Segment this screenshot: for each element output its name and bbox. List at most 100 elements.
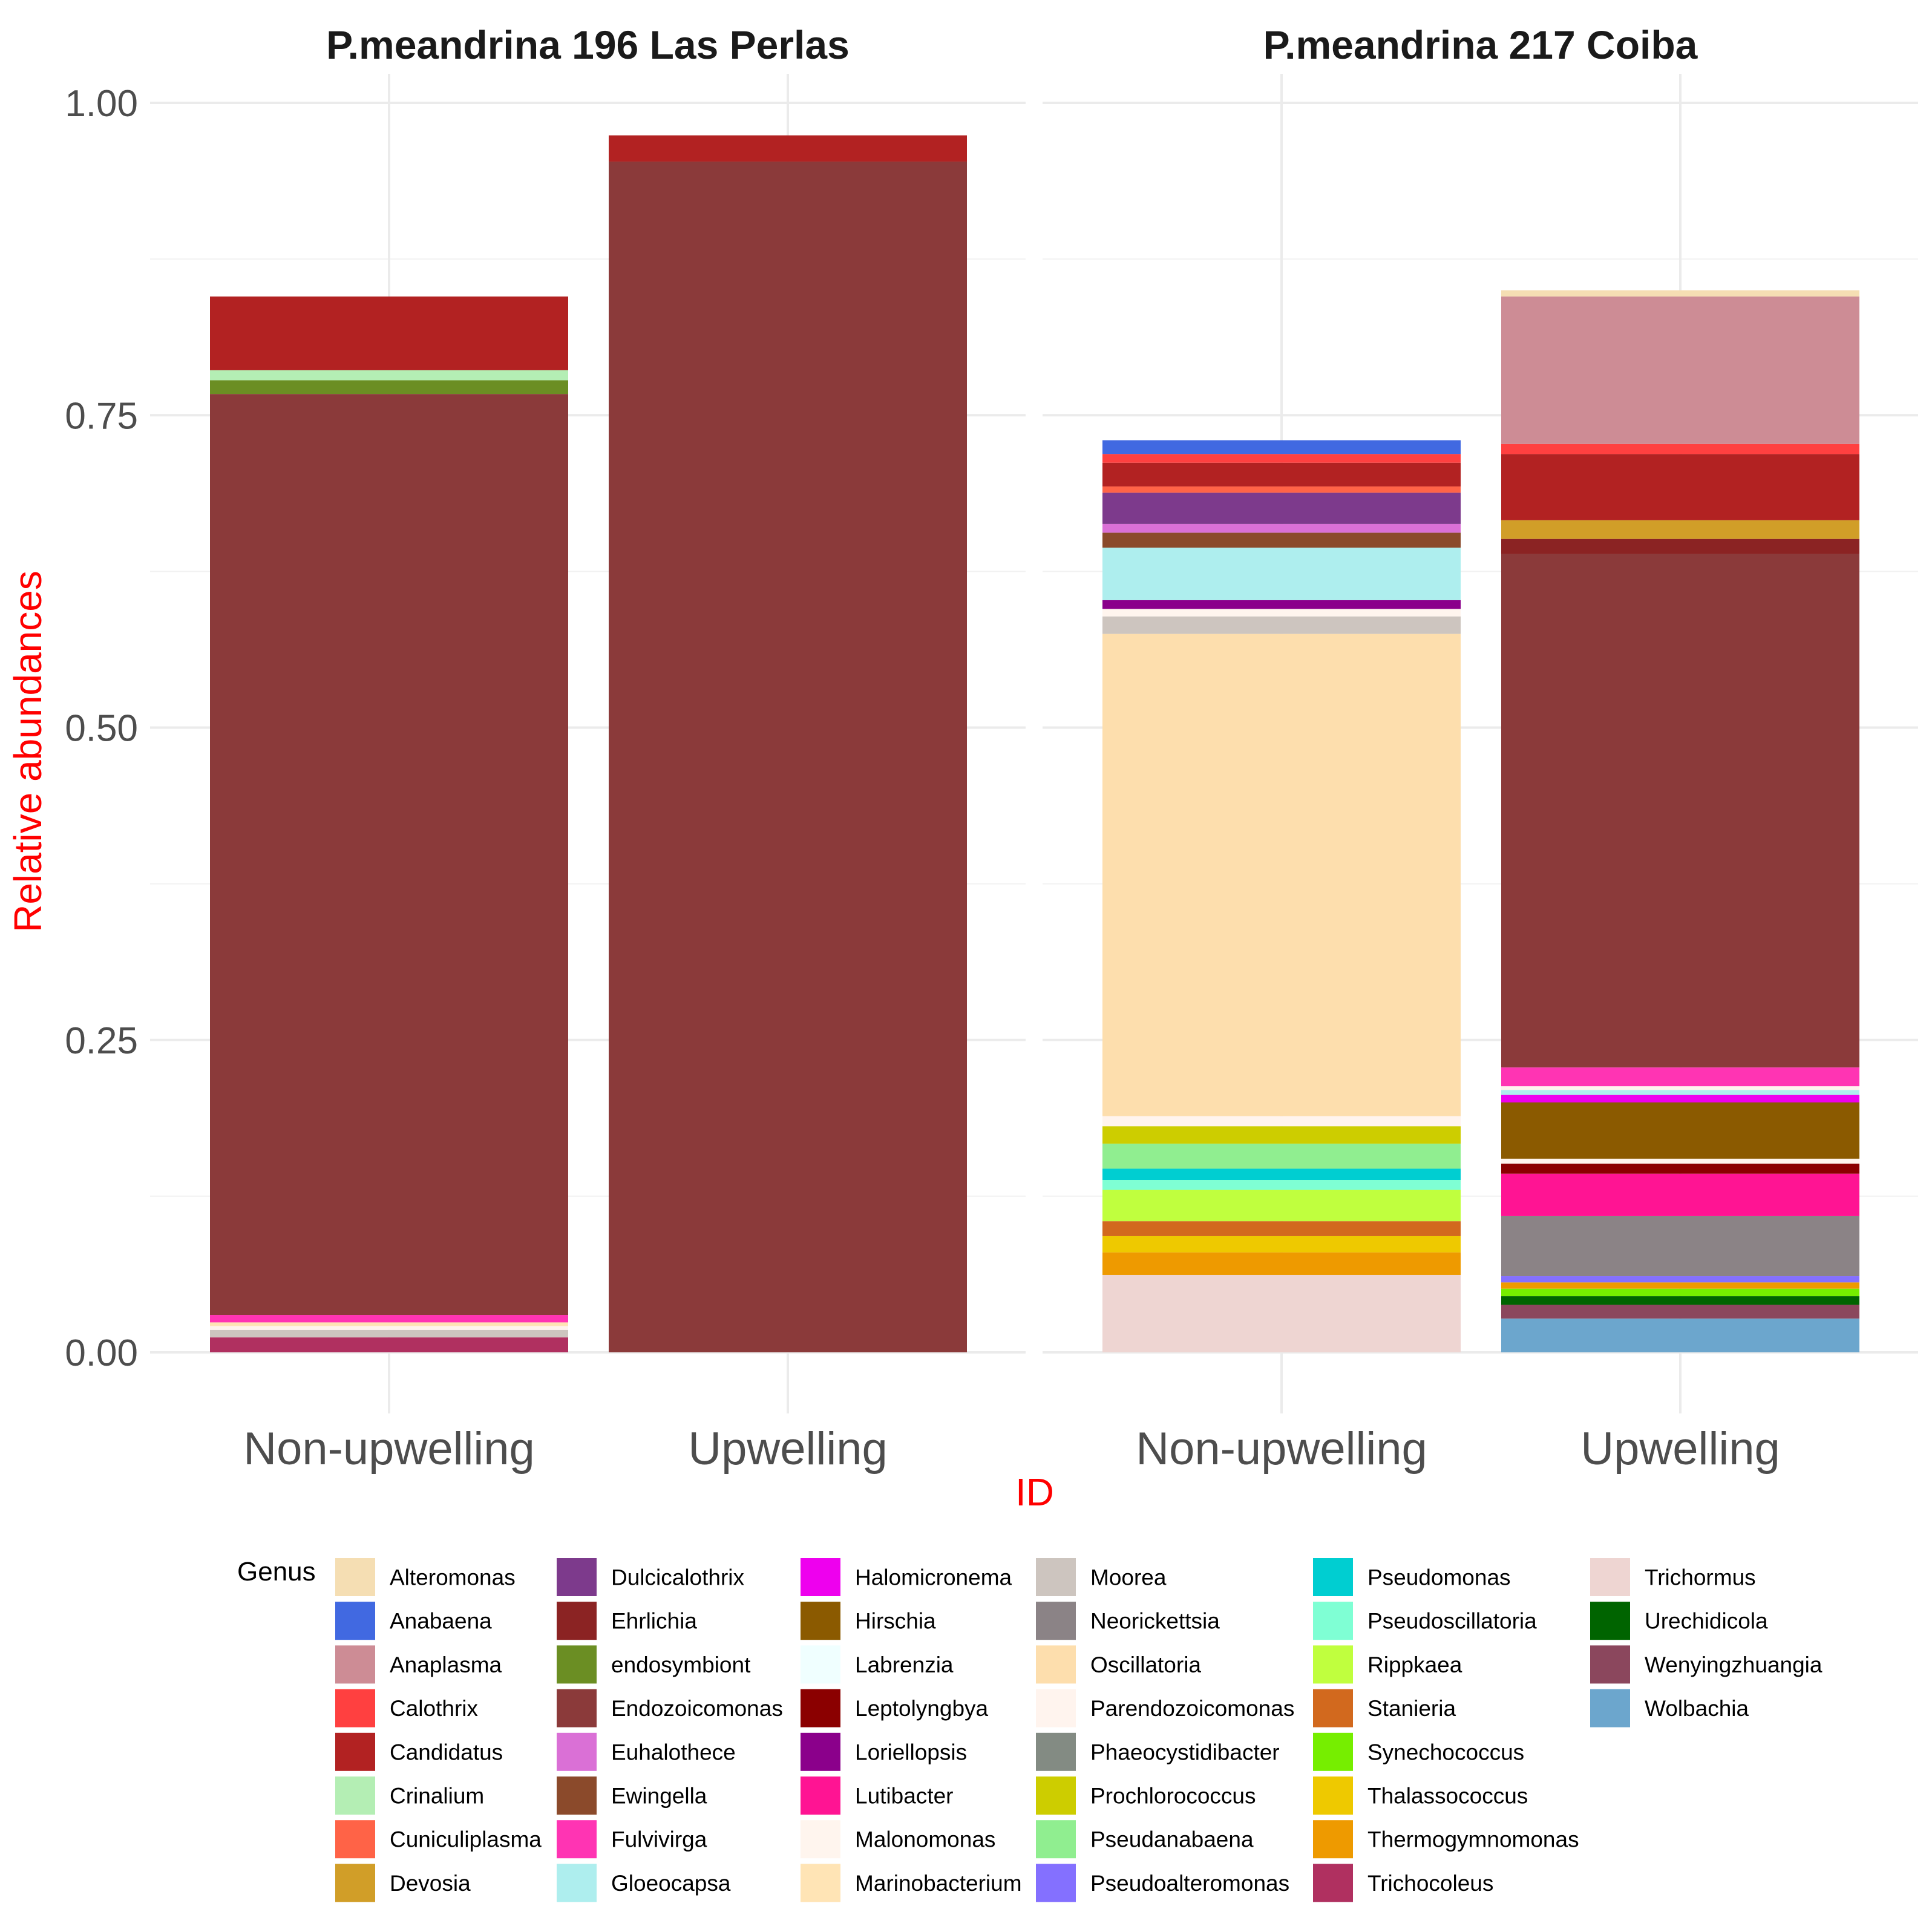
bar-segment-trichocoleus [210,1337,568,1352]
bar-segment-rippkaea [1102,1190,1461,1222]
bar-segment-endozoicomonas [609,162,967,1353]
legend-swatch [335,1645,375,1684]
legend-label: Stanieria [1367,1696,1456,1721]
legend-label: Thermogymnomonas [1367,1827,1579,1852]
bar-segment-pseudoscillatoria [1102,1180,1461,1190]
bar-segment-devosia [1501,520,1859,539]
legend-item: Synechococcus [1313,1732,1524,1771]
bar-segment-alteromonas [1501,290,1859,297]
legend-swatch [1036,1645,1076,1684]
bar-segment-parendozoicomonas [1501,1086,1859,1090]
x-axis-title: ID [1015,1470,1054,1514]
bar-segment-malonomonas [1102,609,1461,617]
bar-segment-fulvivirga [210,1315,568,1323]
legend-swatch [335,1776,375,1815]
legend-label: Parendozoicomonas [1090,1696,1294,1721]
legend-label: Thalassococcus [1367,1784,1528,1809]
bar-segment-anaplasma [1501,296,1859,444]
bar-segment-thermogymnomonas [1102,1252,1461,1275]
bar-segment-neorickettsia [1501,1216,1859,1277]
legend-label: Labrenzia [855,1652,954,1677]
legend-item: Cuniculiplasma [335,1820,542,1859]
y-axis-title: Relative abundances [6,571,50,932]
legend-swatch [1313,1864,1353,1902]
legend-item: Euhalothece [557,1732,736,1771]
legend-label: Cuniculiplasma [390,1827,542,1852]
legend-swatch [1036,1732,1076,1771]
legend-label: Anabaena [390,1609,492,1634]
legend-label: Wenyingzhuangia [1645,1652,1823,1677]
legend-label: Rippkaea [1367,1652,1462,1677]
legend-swatch [801,1602,840,1640]
bar-segment-loriellopsis [1102,600,1461,609]
legend-label: Ewingella [611,1784,707,1809]
legend-item: Trichocoleus [1313,1864,1493,1902]
bar-segment-gloeocapsa [1501,1090,1859,1095]
legend-label: Moorea [1090,1565,1167,1590]
legend-swatch [1590,1645,1630,1684]
legend-label: Lutibacter [855,1784,954,1809]
bar-segment-anabaena [1102,440,1461,454]
legend-item: Thermogymnomonas [1313,1820,1579,1859]
legend-swatch [335,1820,375,1859]
legend-item: Labrenzia [801,1645,954,1684]
bar-segment-leptolyngbya [1501,1164,1859,1174]
legend-swatch [801,1689,840,1727]
legend-label: Pseudanabaena [1090,1827,1254,1852]
bar-stack [609,135,967,1353]
bar-segment-candidatus [609,135,967,162]
bar-stack [210,296,568,1352]
legend-swatch [1036,1689,1076,1727]
bar-segment-wolbachia [1501,1318,1859,1352]
legend-item: Anaplasma [335,1645,502,1684]
legend-item: Hirschia [801,1602,936,1640]
legend-label: Ehrlichia [611,1609,697,1634]
legend-label: Alteromonas [390,1565,516,1590]
legend-item: Rippkaea [1313,1645,1462,1684]
bar-segment-ehrlichia [1501,539,1859,554]
legend-label: Calothrix [390,1696,478,1721]
bar-segment-dulcicalothrix [1102,493,1461,524]
legend-label: Dulcicalothrix [611,1565,745,1590]
legend-swatch [557,1602,597,1640]
bar-segment-hirschia [1501,1102,1859,1159]
bar-segment-calothrix [1102,454,1461,463]
legend-item: Trichormus [1590,1558,1756,1596]
legend-swatch [1313,1820,1353,1859]
legend-item: Fulvivirga [557,1820,707,1859]
legend-swatch [1313,1602,1353,1640]
legend-swatch [1313,1689,1353,1727]
legend-swatch [801,1645,840,1684]
legend-item: Stanieria [1313,1689,1456,1727]
bar-segment-stanieria [1102,1221,1461,1236]
y-tick-label: 0.50 [65,708,138,750]
legend-item: Pseudanabaena [1036,1820,1254,1859]
legend-item: Ehrlichia [557,1602,697,1640]
legend-swatch [335,1864,375,1902]
y-tick-label: 0.25 [65,1020,138,1062]
legend-swatch [557,1820,597,1859]
legend-item: Ewingella [557,1776,707,1815]
y-tick-label: 1.00 [65,83,138,125]
legend-swatch [1036,1776,1076,1815]
legend-swatch [335,1732,375,1771]
x-tick-label: Upwelling [1580,1423,1780,1475]
legend-swatch [1036,1558,1076,1596]
legend-item: Calothrix [335,1689,478,1727]
bar-segment-calothrix [1501,444,1859,454]
legend-item: endosymbiont [557,1645,751,1684]
legend-item: Dulcicalothrix [557,1558,745,1596]
legend-swatch [335,1689,375,1727]
legend-item: Malonomonas [801,1820,995,1859]
legend-label: Neorickettsia [1090,1609,1220,1634]
legend-item: Candidatus [335,1732,503,1771]
bar-segment-fulvivirga [1501,1067,1859,1087]
bar-segment-urechidicola [1501,1296,1859,1305]
legend-item: Pseudoalteromonas [1036,1864,1289,1902]
facet-panel: P.meandrina 217 Coiba Non-upwelling Upwell… [1043,22,1918,1475]
legend-swatch [1036,1864,1076,1902]
legend-item: Wenyingzhuangia [1590,1645,1823,1684]
legend-label: Pseudoalteromonas [1090,1871,1289,1896]
legend-item: Marinobacterium [801,1864,1022,1902]
bar-segment-parendozoicomonas [210,1326,568,1330]
